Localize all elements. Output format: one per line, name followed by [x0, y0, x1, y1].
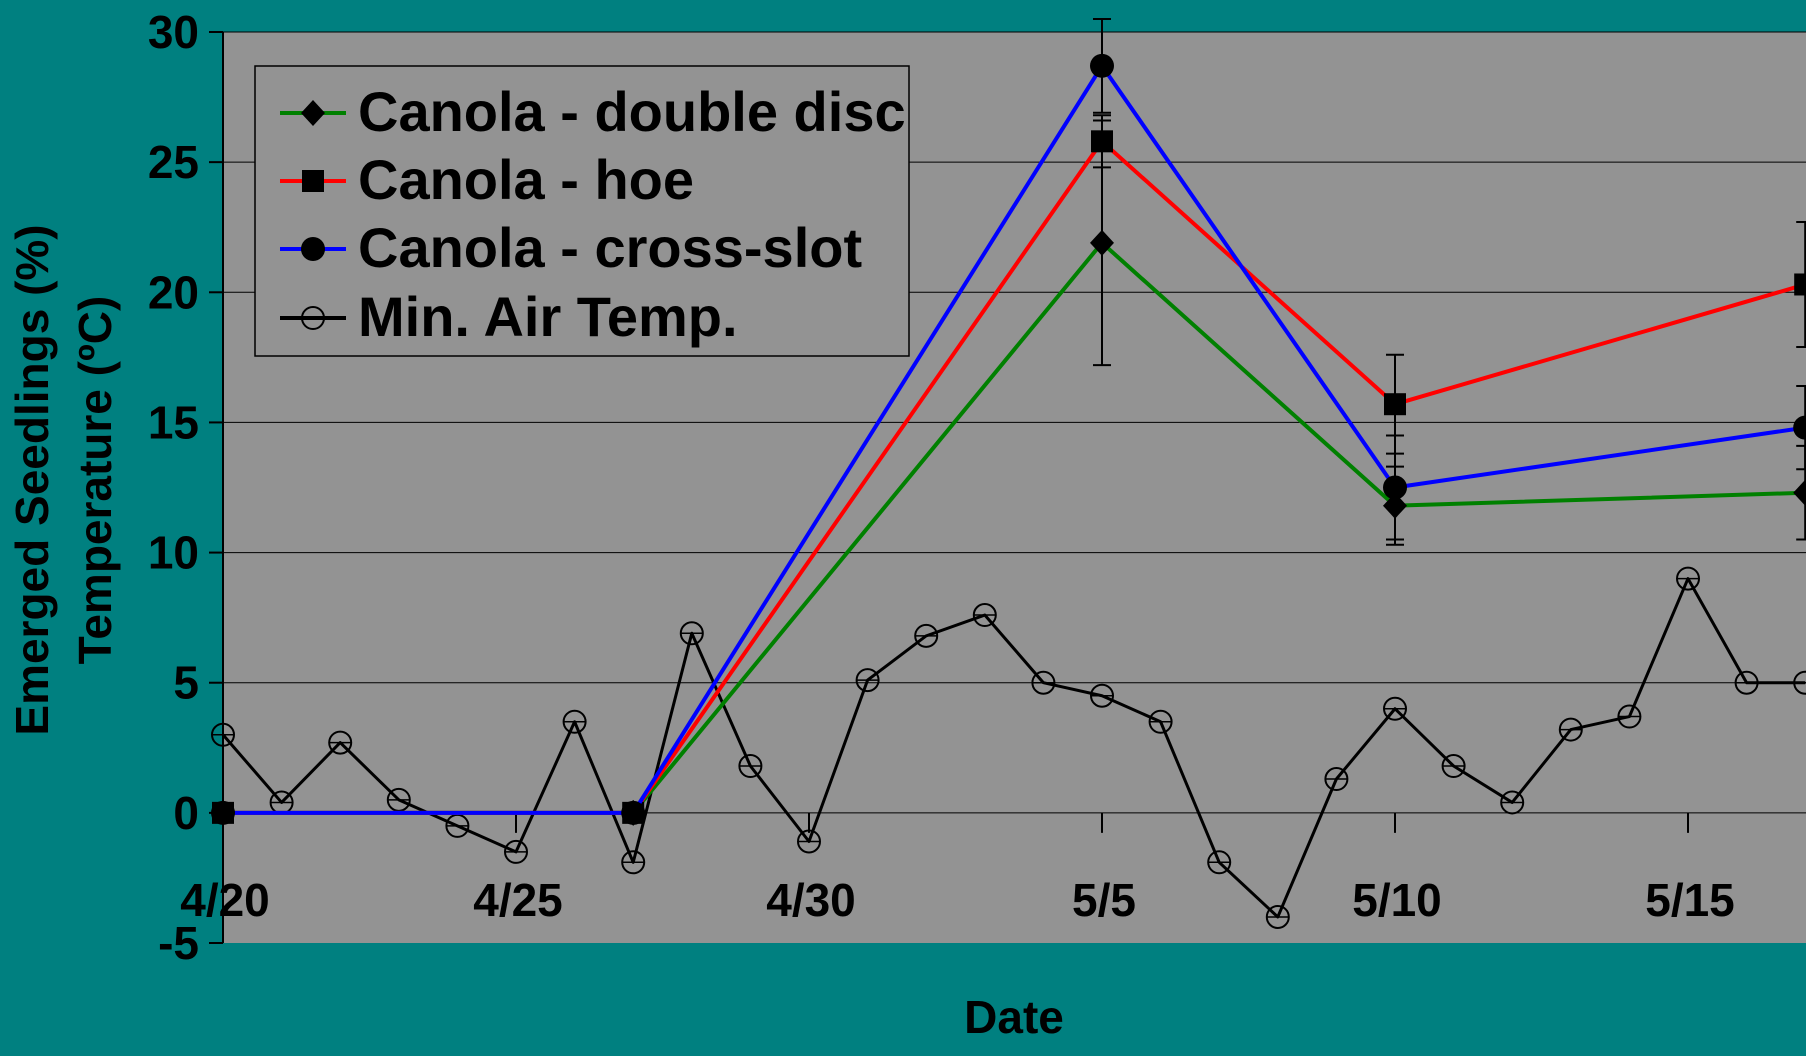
x-tick-label: 5/10 [1352, 874, 1442, 926]
y-tick-label: -5 [158, 917, 199, 969]
x-tick-label: 5/5 [1072, 874, 1136, 926]
legend-marker [301, 237, 325, 261]
series-2 [211, 17, 1806, 825]
series [211, 17, 1806, 929]
x-tick-label: 4/20 [180, 874, 270, 926]
data-point-2-1 [621, 800, 646, 825]
data-point-1-4 [1794, 273, 1806, 296]
y-tick-label: 5 [173, 657, 199, 709]
y-axis-title-line-2: Temperature (ºC) [69, 296, 121, 665]
y-tick-label: 20 [148, 266, 199, 318]
data-point-2-4 [1793, 415, 1806, 440]
y-tick-labels: -5 0 5 10 15 20 25 30 [148, 6, 199, 969]
gridlines [209, 31, 1806, 944]
y-axis-title-line-1: Emerged Seedlings (%) [6, 224, 58, 735]
data-point-2-3 [1383, 475, 1407, 500]
data-point-2-0 [211, 800, 235, 825]
legend-label: Canola - double disc [358, 80, 906, 143]
y-tick-label: 30 [148, 6, 199, 58]
legend-label: Canola - cross-slot [358, 216, 862, 279]
x-axis-title: Date [964, 991, 1064, 1043]
legend-marker [302, 170, 324, 192]
y-tick-label: 10 [148, 527, 199, 579]
x-tick-labels: 4/20 4/25 4/30 5/5 5/10 5/15 [180, 874, 1735, 926]
y-tick-label: 0 [173, 787, 199, 839]
data-point-1-2 [1091, 130, 1113, 153]
series-line-3 [221, 577, 1806, 919]
data-point-0-4 [1793, 479, 1806, 506]
y-tick-label: 25 [148, 136, 199, 188]
data-point-1-3 [1384, 393, 1406, 416]
legend-box [254, 65, 910, 357]
legend-marker [301, 100, 325, 126]
x-tick-label: 5/15 [1645, 874, 1735, 926]
x-tick-label: 4/25 [473, 874, 563, 926]
y-tick-label: 15 [148, 396, 199, 448]
legend-label: Min. Air Temp. [358, 285, 738, 348]
data-point-2-2 [1090, 53, 1114, 78]
x-tick-label: 4/30 [766, 874, 856, 926]
data-point-0-2 [1090, 229, 1114, 256]
legend-label: Canola - hoe [358, 148, 694, 211]
